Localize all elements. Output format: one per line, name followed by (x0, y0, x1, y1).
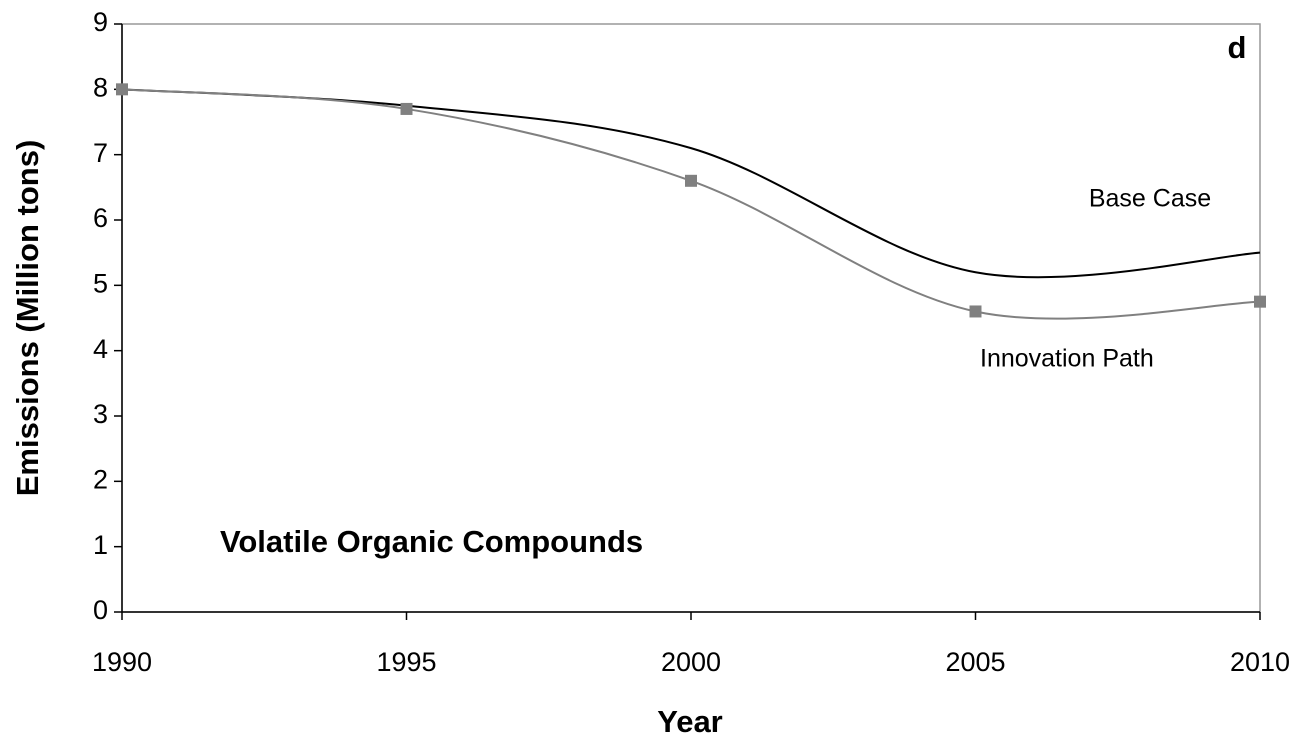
x-tick-label: 1990 (92, 647, 152, 677)
series-label: Base Case (1089, 185, 1211, 213)
panel-letter: d (1228, 30, 1247, 65)
y-tick-label: 0 (93, 595, 108, 625)
x-tick-label: 1995 (376, 647, 436, 677)
x-axis-label: Year (657, 704, 723, 739)
y-tick-label: 7 (93, 138, 108, 168)
y-tick-label: 9 (93, 7, 108, 37)
point-marker (1254, 295, 1266, 308)
x-tick-label: 2000 (661, 647, 721, 677)
y-tick-label: 6 (93, 203, 108, 233)
y-tick-label: 8 (93, 72, 108, 102)
y-tick-label: 1 (93, 530, 108, 560)
x-tick-label: 2010 (1230, 647, 1290, 677)
chart-title: Volatile Organic Compounds (220, 524, 643, 559)
point-marker (116, 83, 128, 96)
y-tick-label: 4 (93, 334, 108, 364)
point-marker (400, 102, 413, 115)
point-marker (969, 305, 982, 318)
y-tick-label: 5 (93, 268, 108, 298)
y-tick-label: 2 (93, 464, 108, 494)
y-tick-label: 3 (93, 399, 108, 429)
x-tick-label: 2005 (945, 647, 1005, 677)
y-axis-label: Emissions (Million tons) (10, 140, 45, 497)
series-label: Innovation Path (980, 345, 1154, 373)
point-marker (685, 174, 697, 187)
